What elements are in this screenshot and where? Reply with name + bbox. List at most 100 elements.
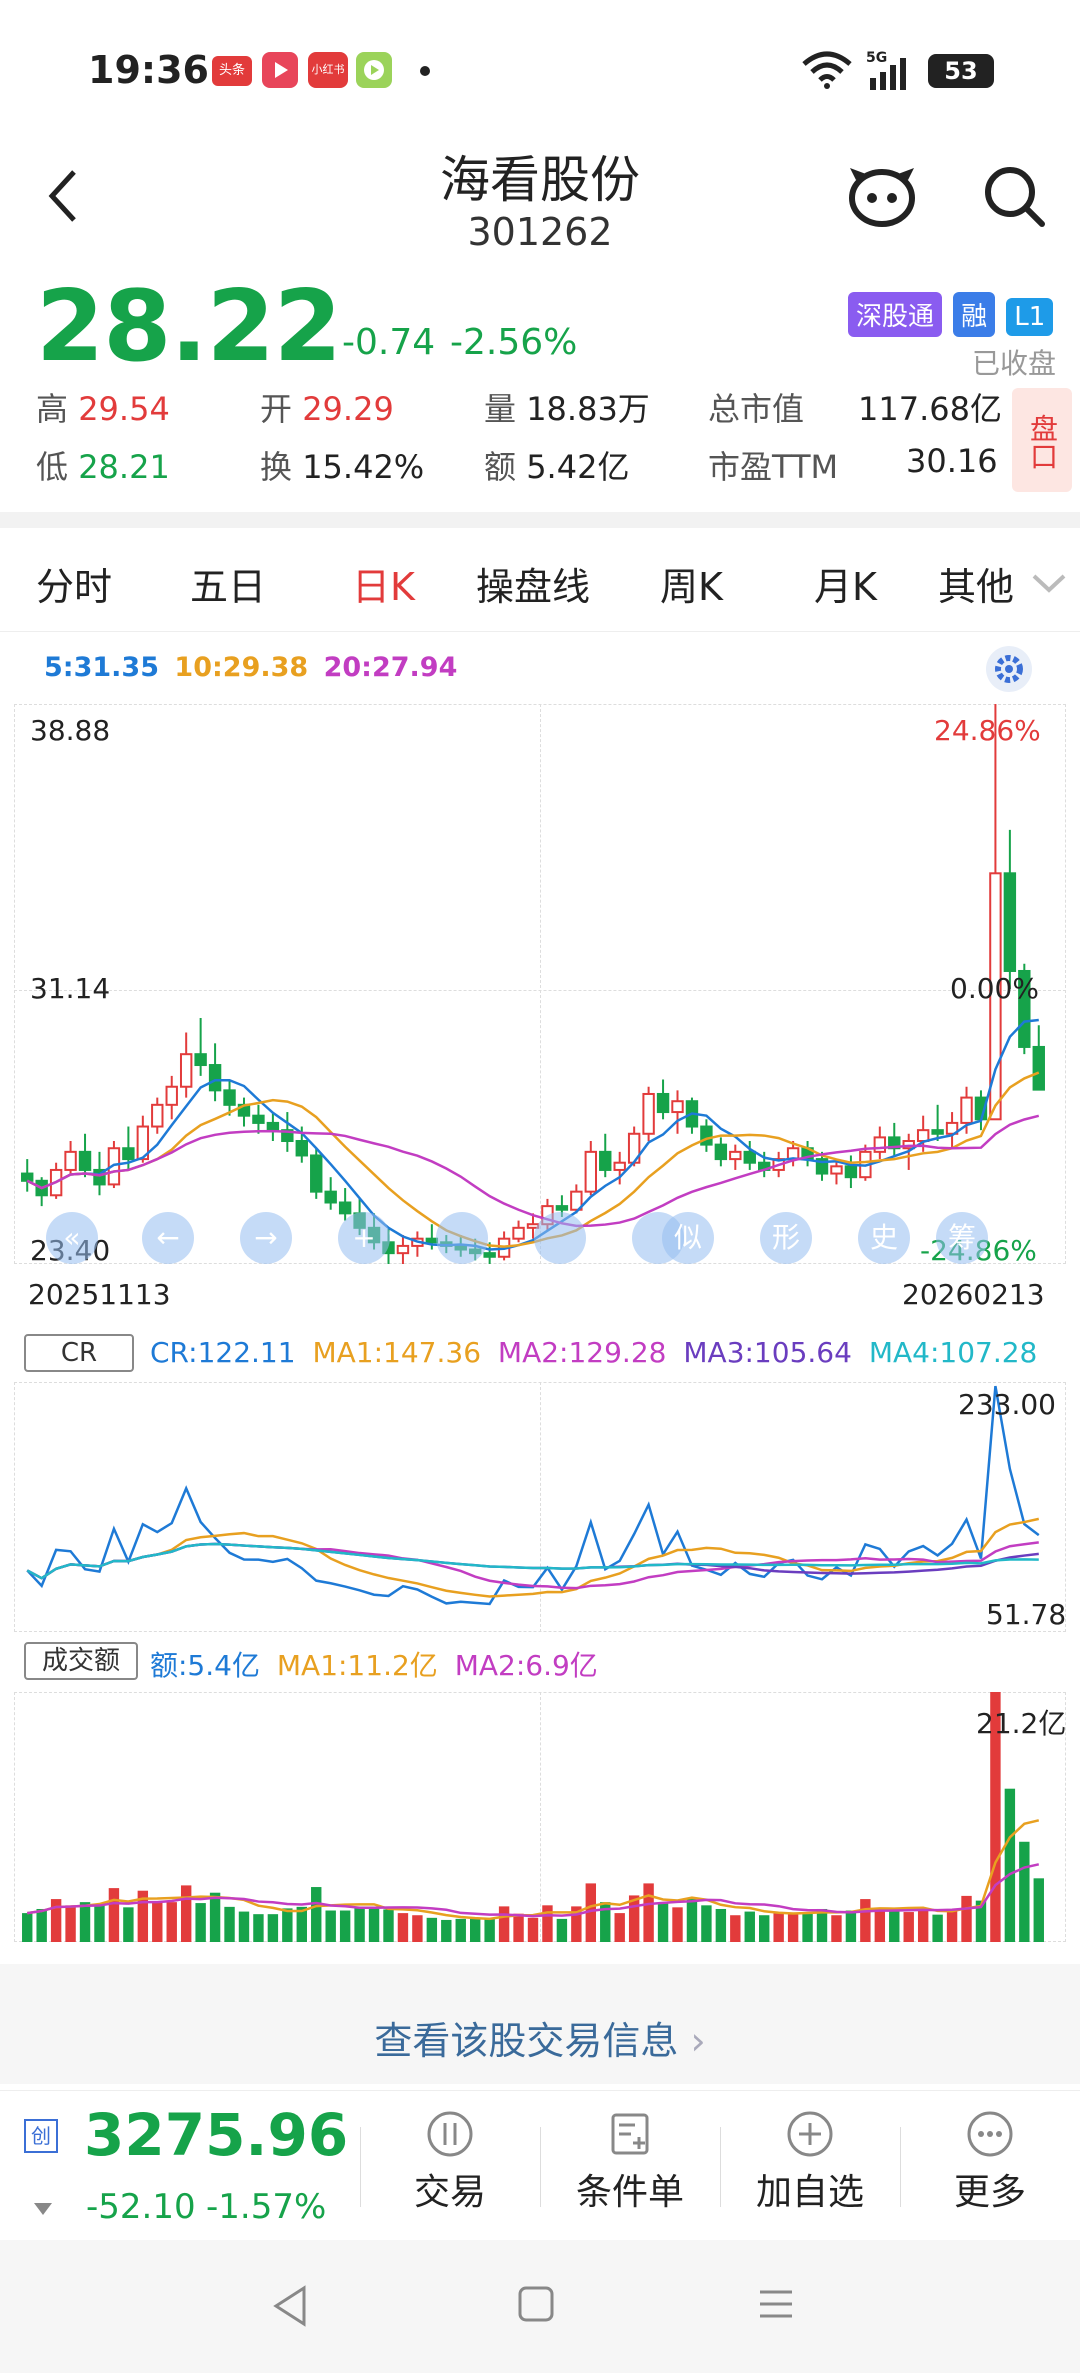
candle-body	[165, 1085, 178, 1106]
tab-monthly-k[interactable]: 月K	[814, 565, 877, 609]
candle-body	[93, 1168, 106, 1186]
level1-badge: L1	[1006, 298, 1054, 336]
candle-body	[338, 1201, 352, 1215]
add-watchlist-button[interactable]: 加自选	[730, 2109, 890, 2215]
candle-body	[960, 1096, 973, 1124]
tab-trading-line[interactable]: 操盘线	[476, 565, 591, 609]
amount-bar	[946, 1909, 958, 1942]
amount-bar	[224, 1906, 235, 1942]
nav-menu-icon[interactable]	[756, 2284, 796, 2324]
candle-body	[396, 1244, 410, 1255]
candle-body	[266, 1121, 280, 1132]
ma5-line	[26, 1018, 1039, 1251]
candle-body	[179, 1053, 193, 1088]
chevron-down-icon[interactable]	[1030, 572, 1068, 596]
kline-chart[interactable]	[14, 704, 1066, 1264]
cr-chart[interactable]	[14, 1382, 1066, 1632]
amount-ma2: MA2:6.9亿	[454, 1649, 598, 1682]
amount-bar	[513, 1913, 524, 1942]
amount-ma2-line	[27, 1863, 1040, 1918]
candle-body	[815, 1158, 829, 1175]
cr-legend: CR:122.11 MA1:147.36 MA2:129.28 MA3:105.…	[150, 1336, 1037, 1369]
amount-bar	[22, 1913, 33, 1942]
trade-button[interactable]: 交易	[370, 2109, 530, 2215]
amount-bar	[166, 1902, 177, 1942]
network-type: 5G	[866, 50, 888, 66]
amount-bar	[874, 1907, 886, 1942]
candle-body	[743, 1150, 756, 1164]
overlay-right-button[interactable]: →	[240, 1212, 292, 1264]
candle-body	[1018, 969, 1031, 1048]
search-icon[interactable]	[982, 164, 1046, 228]
candle-body	[555, 1205, 569, 1211]
pankou-button[interactable]: 盘口	[1012, 388, 1072, 492]
ma20-value: 20:27.94	[323, 652, 458, 683]
amount-bar	[932, 1914, 943, 1942]
amount-bar	[975, 1900, 987, 1942]
amount-axis-top: 21.2亿	[976, 1707, 1067, 1740]
cr-ma1: MA1:147.36	[312, 1336, 482, 1369]
amount-bar	[917, 1909, 929, 1942]
candle-body	[122, 1147, 135, 1161]
candle-body	[512, 1226, 525, 1240]
amount-bar	[802, 1912, 813, 1942]
amount-bar	[368, 1906, 380, 1942]
amount-bar	[1004, 1788, 1016, 1942]
mascot-icon[interactable]	[846, 164, 918, 228]
candle-body	[295, 1140, 308, 1157]
amount-bar	[79, 1902, 91, 1942]
nav-home-icon[interactable]	[516, 2284, 556, 2324]
candle-body	[21, 1172, 34, 1182]
cr-indicator-tab[interactable]: CR	[24, 1334, 134, 1372]
index-value[interactable]: 3275.96	[84, 2101, 349, 2169]
amount-bar	[889, 1910, 900, 1942]
ma10-value: 10:29.38	[174, 652, 309, 683]
candle-body	[656, 1092, 670, 1114]
amount-bar	[1033, 1878, 1044, 1942]
tab-five-day[interactable]: 五日	[190, 565, 267, 609]
amount-bar	[585, 1883, 597, 1942]
amount-bar	[152, 1901, 163, 1942]
settings-icon[interactable]	[984, 644, 1034, 694]
back-icon[interactable]	[46, 168, 80, 224]
overlay-left-button[interactable]: ←	[142, 1212, 194, 1264]
candle-body	[873, 1136, 887, 1153]
amount-bar	[94, 1904, 105, 1942]
amount-bar	[426, 1917, 438, 1942]
amount-value: 额:5.4亿	[150, 1649, 260, 1682]
amount-bar	[860, 1899, 871, 1942]
amount-chart[interactable]	[14, 1692, 1066, 1942]
tab-weekly-k[interactable]: 周K	[660, 565, 723, 609]
condition-order-button[interactable]: 条件单	[550, 2109, 710, 2215]
candle-body	[223, 1089, 236, 1106]
tab-intraday[interactable]: 分时	[36, 565, 113, 609]
amount-bar	[787, 1912, 799, 1942]
overlay-history-button[interactable]: 史	[858, 1212, 910, 1264]
tab-other[interactable]: 其他	[938, 565, 1015, 609]
cr-ma3: MA3:105.64	[683, 1336, 852, 1369]
amount-bar	[484, 1918, 495, 1942]
overlay-rewind-button[interactable]: «	[46, 1212, 98, 1264]
market-status: 已收盘	[972, 347, 1057, 380]
bar-divider	[900, 2127, 901, 2207]
player-app-icon	[356, 52, 392, 88]
battery-icon: 53	[928, 54, 994, 88]
overlay-similar-button[interactable]: 似	[662, 1212, 714, 1264]
trade-info-link[interactable]: 查看该股交易信息 ›	[374, 2019, 706, 2063]
overlay-zoom-out-button[interactable]	[436, 1212, 488, 1264]
overlay-expand-button[interactable]	[534, 1212, 586, 1264]
nav-back-icon[interactable]	[270, 2284, 310, 2328]
tab-daily-k[interactable]: 日K	[352, 565, 415, 609]
overlay-pattern-button[interactable]: 形	[760, 1212, 812, 1264]
candle-body	[208, 1064, 222, 1092]
amount-bar	[267, 1914, 279, 1942]
candle-body	[136, 1125, 150, 1161]
amount-indicator-tab[interactable]: 成交额	[24, 1642, 138, 1680]
overlay-chips-button[interactable]: 筹	[936, 1212, 988, 1264]
condition-order-icon	[611, 2113, 649, 2155]
add-icon	[787, 2111, 833, 2157]
more-button[interactable]: 更多	[910, 2109, 1070, 2215]
candle-body	[830, 1165, 843, 1175]
overlay-zoom-in-button[interactable]: +	[338, 1212, 390, 1264]
amount-bar	[542, 1905, 553, 1942]
